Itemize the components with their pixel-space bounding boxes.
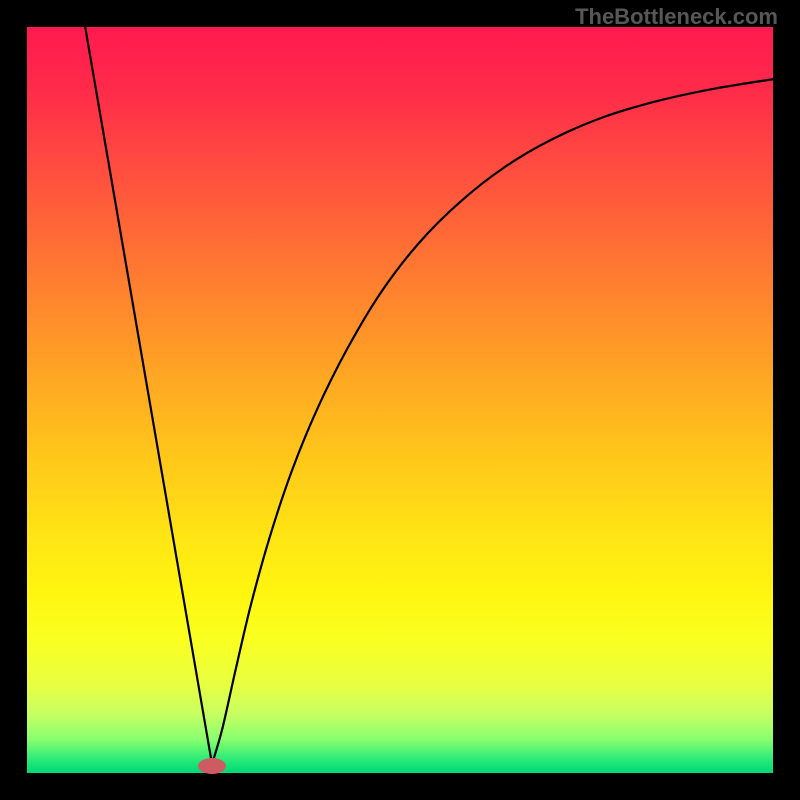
vertex-marker xyxy=(198,758,226,774)
chart-container: TheBottleneck.com xyxy=(0,0,800,800)
curve-left-segment xyxy=(85,27,212,764)
plot-area xyxy=(27,27,773,773)
curve-right-segment xyxy=(212,79,773,764)
bottleneck-curve xyxy=(27,27,773,773)
